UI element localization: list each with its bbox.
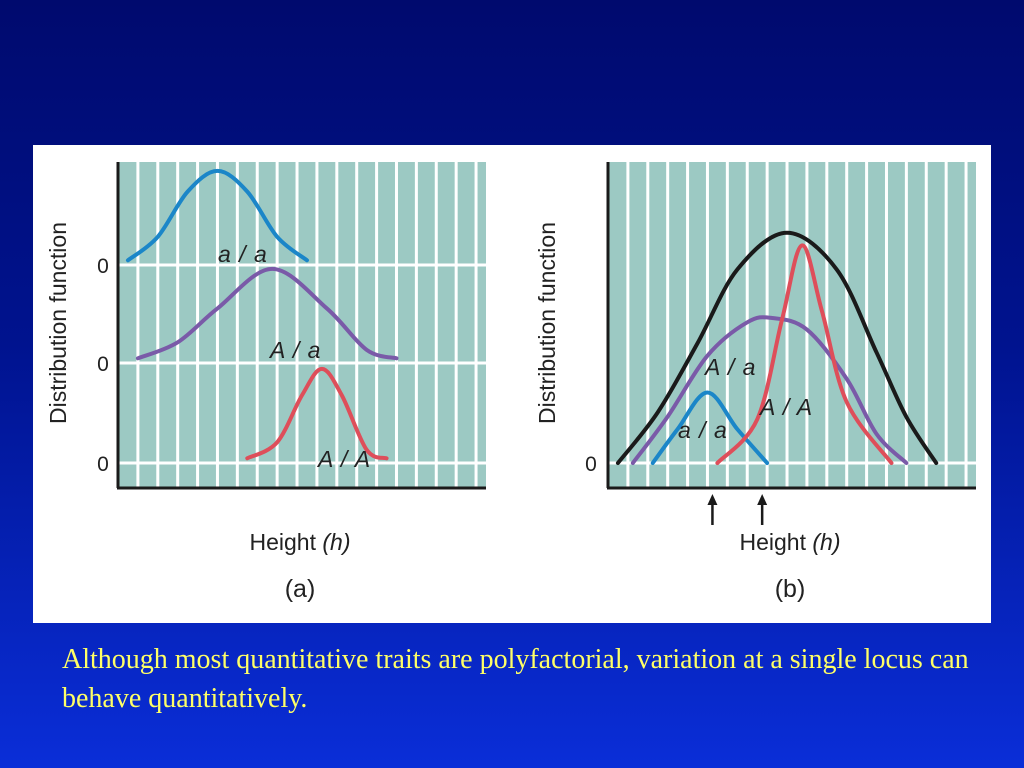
series-line-total xyxy=(615,230,939,465)
series-line-aa xyxy=(125,168,309,263)
y-axis-label: Distribution function xyxy=(45,222,71,424)
y-tick-label: 0 xyxy=(585,453,597,476)
series-label: A / a xyxy=(703,354,756,380)
x-axis-label-text: Height xyxy=(250,529,323,555)
series-label: a / a xyxy=(678,417,728,443)
x-axis-label-text: Height xyxy=(740,529,813,555)
y-tick-label: 0 xyxy=(97,255,109,278)
series-line-aa xyxy=(650,390,770,465)
series-label: A / A xyxy=(316,446,371,472)
x-axis-label: Height (h) xyxy=(740,529,841,555)
slide-caption: Although most quantitative traits are po… xyxy=(62,644,969,714)
series-label: A / a xyxy=(268,337,321,363)
y-tick-label: 0 xyxy=(97,353,109,376)
chart-panel-a: 0 0 0 a / a A / a A / A Distribution function H… xyxy=(45,162,486,603)
series-label: a / a xyxy=(218,241,268,267)
chart-panel-b: 0 A / a a / a A / A Distribution function Hei… xyxy=(534,162,976,603)
panel-label: (a) xyxy=(285,575,316,603)
x-axis-label-symbol: (h) xyxy=(812,529,840,555)
x-axis-label: Height (h) xyxy=(250,529,351,555)
y-tick-label: 0 xyxy=(97,453,109,476)
series-line-aa xyxy=(630,315,909,465)
series-label: A / A xyxy=(758,394,813,420)
series-line-aa xyxy=(245,366,389,461)
arrow-head-icon xyxy=(757,494,768,505)
series-line-aa xyxy=(715,243,894,465)
series-line-aa xyxy=(135,266,399,361)
panel-label: (b) xyxy=(775,575,806,603)
y-axis-label: Distribution function xyxy=(534,222,560,424)
plot-background xyxy=(118,162,486,488)
x-axis-label-symbol: (h) xyxy=(322,529,350,555)
arrow-head-icon xyxy=(707,494,718,505)
